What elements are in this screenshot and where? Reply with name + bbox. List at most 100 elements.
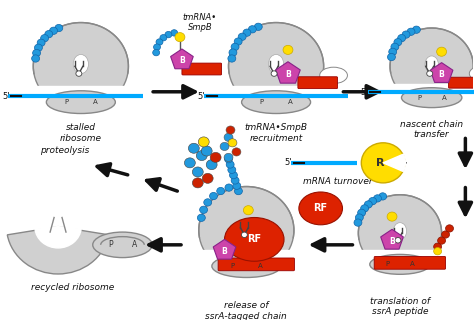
Ellipse shape bbox=[239, 219, 254, 238]
Text: B: B bbox=[179, 56, 185, 65]
Bar bbox=[33, 86, 128, 112]
Text: B: B bbox=[285, 70, 291, 79]
Text: P: P bbox=[230, 263, 234, 269]
Bar bbox=[358, 250, 442, 273]
Bar bbox=[228, 86, 324, 112]
Circle shape bbox=[32, 55, 39, 62]
Text: R: R bbox=[376, 158, 385, 168]
Circle shape bbox=[202, 173, 213, 183]
Text: A: A bbox=[410, 261, 415, 268]
Circle shape bbox=[228, 22, 324, 110]
Text: A: A bbox=[442, 95, 447, 101]
Text: B: B bbox=[439, 70, 445, 79]
Circle shape bbox=[390, 28, 474, 105]
Circle shape bbox=[283, 45, 293, 54]
Circle shape bbox=[165, 31, 172, 38]
Circle shape bbox=[225, 156, 232, 163]
Ellipse shape bbox=[469, 66, 474, 81]
Ellipse shape bbox=[212, 255, 281, 277]
Text: translation of
ssrA peptide: translation of ssrA peptide bbox=[370, 297, 430, 316]
Text: tmRNA•
SmpB: tmRNA• SmpB bbox=[182, 12, 217, 32]
Circle shape bbox=[206, 160, 217, 170]
Bar bbox=[390, 84, 474, 107]
Circle shape bbox=[160, 35, 167, 41]
Circle shape bbox=[387, 212, 397, 221]
Circle shape bbox=[427, 71, 433, 76]
Circle shape bbox=[225, 184, 233, 191]
Text: tmRNA•SmpB
recruitment: tmRNA•SmpB recruitment bbox=[245, 123, 308, 143]
Circle shape bbox=[234, 38, 242, 45]
Circle shape bbox=[196, 150, 207, 161]
Circle shape bbox=[153, 49, 160, 56]
Circle shape bbox=[229, 172, 237, 179]
Circle shape bbox=[199, 187, 294, 274]
Wedge shape bbox=[7, 227, 109, 274]
Text: A: A bbox=[132, 240, 137, 249]
Circle shape bbox=[226, 126, 235, 134]
Circle shape bbox=[402, 31, 410, 38]
Ellipse shape bbox=[242, 91, 310, 114]
Circle shape bbox=[361, 143, 405, 183]
Circle shape bbox=[248, 26, 256, 33]
Circle shape bbox=[437, 47, 447, 56]
Ellipse shape bbox=[299, 192, 343, 225]
Bar bbox=[199, 250, 294, 276]
Text: 5': 5' bbox=[361, 88, 368, 97]
Circle shape bbox=[412, 26, 420, 33]
Circle shape bbox=[243, 29, 251, 36]
Circle shape bbox=[156, 39, 163, 45]
Circle shape bbox=[235, 188, 242, 195]
Circle shape bbox=[356, 214, 364, 221]
Ellipse shape bbox=[393, 223, 407, 239]
FancyBboxPatch shape bbox=[448, 77, 474, 88]
Ellipse shape bbox=[268, 54, 284, 74]
Circle shape bbox=[369, 197, 377, 205]
Circle shape bbox=[394, 39, 402, 46]
Circle shape bbox=[45, 30, 53, 38]
Circle shape bbox=[379, 193, 387, 200]
Circle shape bbox=[201, 146, 212, 156]
Circle shape bbox=[229, 49, 237, 56]
Circle shape bbox=[210, 152, 221, 162]
Text: 5': 5' bbox=[284, 158, 292, 167]
FancyBboxPatch shape bbox=[182, 63, 221, 75]
Circle shape bbox=[35, 44, 42, 52]
Circle shape bbox=[358, 195, 442, 271]
Circle shape bbox=[50, 27, 57, 35]
Circle shape bbox=[192, 178, 203, 188]
FancyBboxPatch shape bbox=[298, 77, 337, 89]
Circle shape bbox=[374, 195, 382, 202]
Circle shape bbox=[389, 48, 397, 55]
Text: P: P bbox=[64, 99, 69, 105]
Circle shape bbox=[387, 53, 395, 61]
Circle shape bbox=[171, 30, 178, 36]
Circle shape bbox=[224, 153, 233, 162]
Circle shape bbox=[354, 219, 362, 226]
Text: P: P bbox=[108, 240, 113, 249]
Text: 5': 5' bbox=[197, 92, 205, 100]
Circle shape bbox=[357, 209, 365, 216]
Circle shape bbox=[210, 192, 218, 200]
Circle shape bbox=[33, 49, 41, 57]
Ellipse shape bbox=[46, 91, 115, 114]
Text: A: A bbox=[93, 99, 98, 105]
Circle shape bbox=[33, 22, 128, 110]
Text: P: P bbox=[260, 99, 264, 105]
Text: nascent chain
transfer: nascent chain transfer bbox=[400, 120, 463, 139]
Circle shape bbox=[184, 158, 195, 168]
Ellipse shape bbox=[225, 218, 284, 261]
Text: A: A bbox=[258, 263, 263, 269]
Circle shape bbox=[220, 142, 229, 150]
Circle shape bbox=[228, 55, 236, 62]
Circle shape bbox=[271, 71, 277, 76]
Circle shape bbox=[255, 23, 262, 30]
Text: RF: RF bbox=[314, 204, 328, 213]
Text: proteolysis: proteolysis bbox=[40, 147, 90, 156]
Circle shape bbox=[395, 237, 401, 243]
Circle shape bbox=[228, 166, 236, 173]
Circle shape bbox=[241, 232, 247, 237]
Circle shape bbox=[365, 201, 372, 208]
Circle shape bbox=[217, 188, 225, 195]
Circle shape bbox=[192, 167, 203, 177]
Circle shape bbox=[76, 71, 82, 76]
